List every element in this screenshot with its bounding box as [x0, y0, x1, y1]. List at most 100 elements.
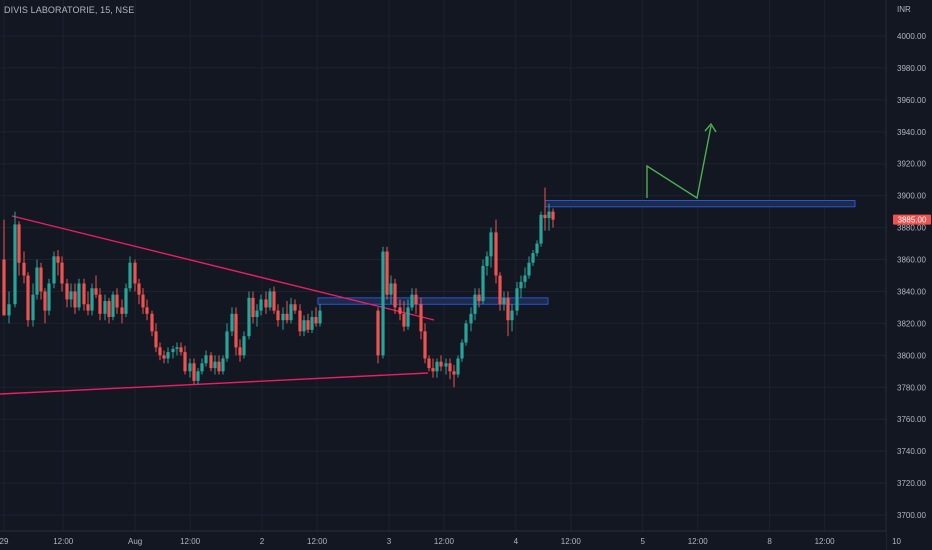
candle-body[interactable]: [519, 281, 523, 289]
candle-body[interactable]: [473, 294, 477, 314]
candle-body[interactable]: [423, 331, 427, 359]
candle-body[interactable]: [460, 342, 464, 359]
candle-body[interactable]: [543, 214, 547, 219]
last-price-tag[interactable]: [893, 214, 931, 225]
candle-body[interactable]: [515, 288, 519, 311]
candle-body[interactable]: [419, 304, 423, 332]
candle-body[interactable]: [171, 348, 175, 353]
candle-body[interactable]: [107, 301, 111, 318]
candle-body[interactable]: [22, 262, 26, 276]
candle-body[interactable]: [318, 310, 322, 324]
candle-body[interactable]: [376, 310, 380, 356]
candle-body[interactable]: [314, 317, 318, 324]
candle-body[interactable]: [477, 294, 481, 302]
candle-body[interactable]: [289, 304, 293, 321]
candle-body[interactable]: [439, 361, 443, 367]
candle-body[interactable]: [217, 361, 221, 372]
candle-body[interactable]: [310, 317, 314, 330]
candle-body[interactable]: [448, 363, 452, 372]
candle-body[interactable]: [120, 307, 124, 314]
candle-body[interactable]: [551, 211, 555, 220]
candle-body[interactable]: [175, 347, 179, 349]
candle-body[interactable]: [230, 313, 234, 332]
candle-body[interactable]: [247, 297, 251, 337]
candle-body[interactable]: [225, 331, 229, 359]
candle-body[interactable]: [13, 224, 17, 305]
candle-body[interactable]: [204, 355, 208, 364]
candle-body[interactable]: [234, 313, 238, 348]
candle-body[interactable]: [456, 358, 460, 375]
candle-body[interactable]: [137, 283, 141, 295]
candle-body[interactable]: [494, 232, 498, 276]
candle-body[interactable]: [272, 291, 276, 311]
candle-body[interactable]: [90, 288, 94, 311]
candle-body[interactable]: [179, 347, 183, 353]
candle-body[interactable]: [238, 347, 242, 356]
candle-body[interactable]: [435, 361, 439, 372]
candle-body[interactable]: [52, 256, 56, 284]
candle-body[interactable]: [145, 307, 149, 314]
candle-body[interactable]: [154, 331, 158, 348]
candle-body[interactable]: [183, 352, 187, 372]
candle-body[interactable]: [444, 363, 448, 367]
candle-body[interactable]: [481, 265, 485, 302]
candle-body[interactable]: [98, 294, 102, 314]
candle-body[interactable]: [268, 291, 272, 308]
time-axis-bg[interactable]: [0, 531, 886, 550]
candle-body[interactable]: [402, 313, 406, 327]
candle-body[interactable]: [103, 301, 107, 314]
candle-body[interactable]: [7, 304, 11, 316]
candle-body[interactable]: [389, 283, 393, 295]
candle-body[interactable]: [31, 294, 35, 321]
candle-body[interactable]: [298, 310, 302, 332]
candle-body[interactable]: [452, 371, 456, 375]
candle-body[interactable]: [166, 352, 170, 359]
price-axis-bg[interactable]: [886, 0, 932, 550]
candle-body[interactable]: [56, 256, 60, 263]
candle-body[interactable]: [547, 211, 551, 219]
candle-body[interactable]: [115, 294, 119, 308]
candle-body[interactable]: [43, 291, 47, 311]
candle-body[interactable]: [65, 283, 69, 300]
candle-body[interactable]: [535, 243, 539, 254]
candle-body[interactable]: [128, 262, 132, 289]
candle-body[interactable]: [506, 297, 510, 321]
candle-body[interactable]: [188, 363, 192, 372]
candle-body[interactable]: [213, 361, 217, 369]
candle-body[interactable]: [302, 320, 306, 332]
candle-body[interactable]: [69, 291, 73, 300]
candle-body[interactable]: [469, 313, 473, 324]
support-zone[interactable]: [317, 297, 549, 305]
candle-body[interactable]: [285, 313, 289, 321]
candle-body[interactable]: [209, 355, 213, 369]
candle-body[interactable]: [510, 310, 514, 321]
candle-body[interactable]: [35, 267, 39, 295]
candle-body[interactable]: [86, 304, 90, 311]
candle-body[interactable]: [293, 304, 297, 311]
candle-body[interactable]: [431, 368, 435, 372]
upper-trendline[interactable]: [11, 215, 435, 321]
candle-body[interactable]: [94, 288, 98, 295]
candle-body[interactable]: [281, 313, 285, 321]
lower-trendline[interactable]: [0, 372, 429, 395]
candle-body[interactable]: [162, 355, 166, 359]
projection-arrow[interactable]: [646, 125, 712, 200]
symbol-title[interactable]: DIVIS LABORATORIE, 15, NSE: [4, 5, 135, 15]
candle-body[interactable]: [414, 294, 418, 305]
resistance-zone[interactable]: [544, 200, 856, 208]
candle-body[interactable]: [150, 313, 154, 332]
candle-body[interactable]: [385, 251, 389, 295]
candle-body[interactable]: [259, 299, 263, 311]
candle-body[interactable]: [200, 363, 204, 372]
candle-body[interactable]: [485, 256, 489, 266]
candle-body[interactable]: [251, 297, 255, 318]
candle-body[interactable]: [242, 336, 246, 356]
candlestick-series[interactable]: [2, 187, 555, 388]
candle-body[interactable]: [523, 275, 527, 282]
candle-body[interactable]: [141, 294, 145, 308]
candle-body[interactable]: [381, 251, 385, 356]
candle-body[interactable]: [255, 310, 259, 318]
candle-body[interactable]: [306, 320, 310, 330]
